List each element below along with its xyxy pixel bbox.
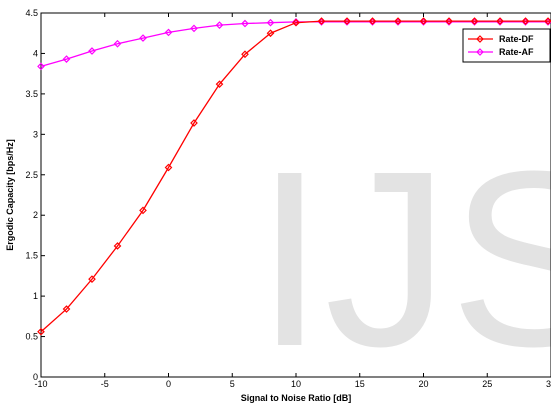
y-tick-label: 1 <box>33 291 38 301</box>
legend-swatch-marker <box>476 48 484 56</box>
x-tick-label: 5 <box>230 379 235 389</box>
data-point <box>164 163 173 172</box>
legend-label: Rate-DF <box>499 34 534 44</box>
legend: Rate-DF Rate-AF <box>462 28 551 63</box>
y-tick-label: 0.5 <box>25 332 38 342</box>
data-point <box>88 275 96 283</box>
y-tick-label: 3.5 <box>25 89 38 99</box>
data-point <box>62 305 71 313</box>
data-point <box>113 39 122 48</box>
data-point <box>292 18 300 27</box>
data-point <box>343 17 351 25</box>
x-axis-ticks: -10 -5 0 5 10 15 20 25 3 <box>34 13 551 389</box>
y-tick-label: 0 <box>33 372 38 382</box>
x-tick-label: -5 <box>101 379 109 389</box>
y-axis-ticks: 0 0.5 1 1.5 2 2.5 3 3.5 4 4.5 <box>25 8 45 382</box>
data-point <box>215 21 224 29</box>
data-point <box>164 28 173 37</box>
data-point <box>241 19 249 28</box>
data-point <box>37 62 45 71</box>
data-point <box>544 17 551 25</box>
y-tick-label: 2.5 <box>25 170 38 180</box>
series-line <box>40 20 551 333</box>
y-tick-label: 1.5 <box>25 251 38 261</box>
x-tick-label: -10 <box>34 379 47 389</box>
x-tick-label: 0 <box>166 379 171 389</box>
series-line <box>40 21 551 68</box>
data-point <box>266 18 275 27</box>
y-tick-label: 4 <box>33 48 38 58</box>
data-point <box>445 17 453 25</box>
x-tick-label: 10 <box>291 379 301 389</box>
x-tick-label: 20 <box>418 379 428 389</box>
data-point <box>419 17 428 25</box>
watermark-text: IJS <box>255 119 551 398</box>
data-point <box>62 55 71 63</box>
x-tick-label: 3 <box>546 379 551 389</box>
data-point <box>139 34 147 42</box>
data-point <box>37 327 45 336</box>
data-point <box>317 17 326 25</box>
y-axis-label: Ergodic Capacity [bps/Hz] <box>5 139 15 251</box>
data-point <box>368 17 377 25</box>
data-point <box>190 119 198 127</box>
legend-label: Rate-AF <box>499 47 534 57</box>
x-axis-label: Signal to Noise Ratio [dB] <box>241 393 352 403</box>
data-point <box>139 206 147 215</box>
data-point <box>241 50 249 59</box>
x-tick-label: 25 <box>482 379 492 389</box>
data-point <box>215 80 224 89</box>
data-point <box>394 17 402 25</box>
data-point <box>88 47 96 55</box>
legend-box <box>462 28 551 63</box>
data-point <box>470 17 479 25</box>
x-tick-label: 15 <box>355 379 365 389</box>
data-point <box>113 242 122 250</box>
data-point <box>496 17 504 25</box>
y-tick-label: 2 <box>33 210 38 220</box>
data-point <box>266 29 275 38</box>
legend-swatch-marker <box>476 35 484 43</box>
data-point <box>190 24 198 33</box>
data-point <box>521 17 530 25</box>
y-tick-label: 3 <box>33 129 38 139</box>
series-layer <box>37 17 551 336</box>
series-rate-df <box>37 17 551 336</box>
y-tick-label: 4.5 <box>25 8 38 18</box>
